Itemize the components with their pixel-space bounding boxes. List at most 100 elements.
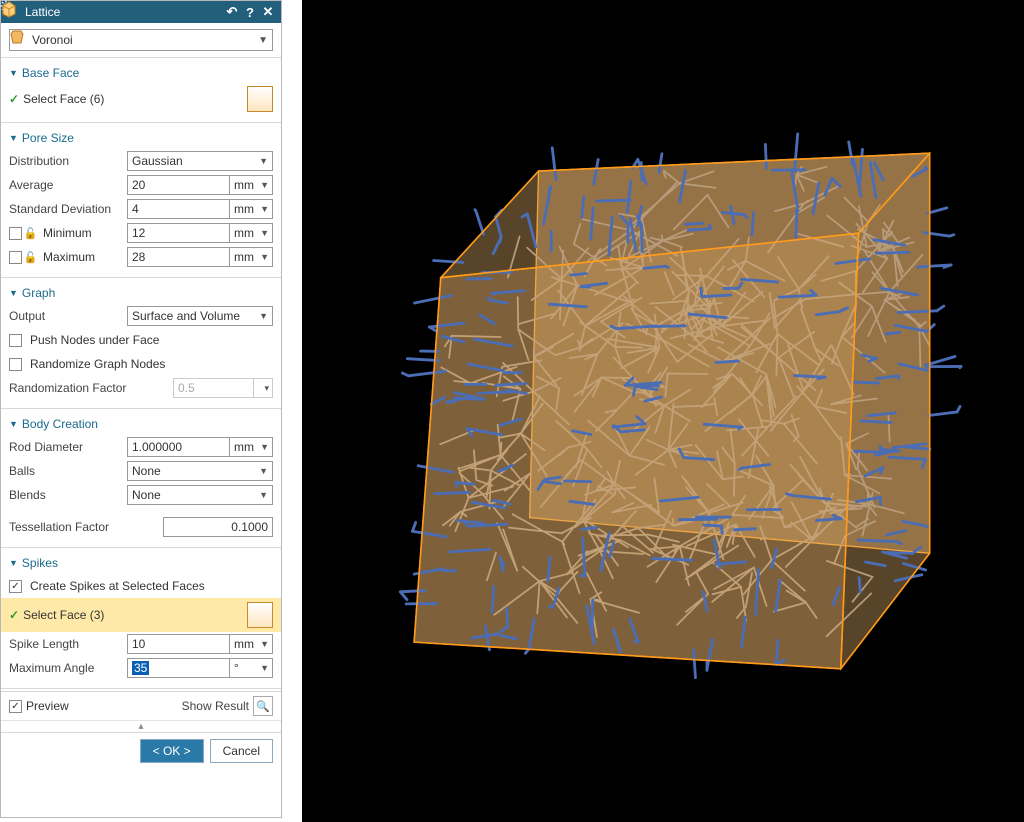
lattice-svg (343, 91, 983, 731)
rand-factor-row: Randomization Factor 0.5▾ (9, 376, 273, 400)
base-face-select-label: Select Face (6) (23, 92, 247, 106)
disclose-icon: ▼ (9, 288, 18, 298)
chevron-down-icon: ▼ (259, 490, 268, 500)
average-unit-select[interactable]: mm▼ (229, 175, 273, 195)
chevron-down-icon: ▼ (260, 204, 269, 214)
output-select[interactable]: Surface and Volume▼ (127, 306, 273, 326)
disclose-icon: ▼ (9, 558, 18, 568)
select-face-button[interactable] (247, 86, 273, 112)
chevron-down-icon: ▼ (260, 442, 269, 452)
disclose-icon: ▼ (9, 68, 18, 78)
preview-checkbox[interactable]: ✓ (9, 700, 22, 713)
average-label: Average (9, 178, 123, 192)
push-nodes-row: Push Nodes under Face (9, 328, 273, 352)
maximum-input[interactable]: 28 (127, 247, 229, 267)
section-graph: ▼Graph Output Surface and Volume▼ Push N… (1, 278, 281, 409)
create-spikes-checkbox[interactable]: ✓ (9, 580, 22, 593)
blends-select[interactable]: None▼ (127, 485, 273, 505)
minimum-checkbox[interactable] (9, 227, 22, 240)
base-face-select-row: ✓ Select Face (6) (9, 84, 273, 114)
section-base-face: ▼Base Face ✓ Select Face (6) (1, 58, 281, 123)
footer-row: ✓ Preview Show Result 🔍 (1, 691, 281, 720)
close-icon[interactable]: ✕ (259, 4, 277, 20)
spikes-select-face-highlight: ✓ Select Face (3) (1, 598, 281, 632)
stddev-unit-select[interactable]: mm▼ (229, 199, 273, 219)
minimum-label: Minimum (43, 226, 92, 240)
distribution-select[interactable]: Gaussian▼ (127, 151, 273, 171)
section-pore-size: ▼Pore Size Distribution Gaussian▼ Averag… (1, 123, 281, 278)
maximum-checkbox[interactable] (9, 251, 22, 264)
chevron-down-icon: ▼ (259, 156, 268, 166)
rand-factor-label: Randomization Factor (9, 381, 169, 395)
preview-label: Preview (26, 699, 69, 713)
tessellation-label: Tessellation Factor (9, 520, 159, 534)
help-icon[interactable]: ? (241, 5, 259, 20)
chevron-down-icon: ▼ (260, 252, 269, 262)
disclose-icon: ▼ (9, 133, 18, 143)
output-label: Output (9, 309, 123, 323)
rand-factor-input: 0.5 (173, 378, 253, 398)
graph-header[interactable]: ▼Graph (9, 282, 273, 304)
check-icon: ✓ (9, 92, 19, 106)
minimum-unit-select[interactable]: mm▼ (229, 223, 273, 243)
create-spikes-row: ✓ Create Spikes at Selected Faces (9, 574, 273, 598)
chevron-down-icon: ▼ (260, 180, 269, 190)
lock-icon[interactable]: 🔓 (24, 251, 37, 264)
max-angle-input[interactable]: 35 (127, 658, 229, 678)
pore-size-header[interactable]: ▼Pore Size (9, 127, 273, 149)
stddev-input[interactable]: 4 (127, 199, 229, 219)
magnifier-icon: 🔍 (253, 696, 273, 716)
minimum-input[interactable]: 12 (127, 223, 229, 243)
max-angle-row: Maximum Angle 35°▼ (9, 656, 273, 680)
chevron-down-icon: ▼ (260, 663, 269, 673)
spikes-select-face-label: Select Face (3) (23, 608, 247, 622)
spikes-select-face-button[interactable] (247, 602, 273, 628)
voronoi-icon (14, 33, 28, 47)
chevron-down-icon: ▼ (258, 35, 268, 46)
button-bar: < OK > Cancel (1, 732, 281, 769)
body-creation-header[interactable]: ▼Body Creation (9, 413, 273, 435)
viewport-3d[interactable] (302, 0, 1024, 822)
lattice-type-select[interactable]: Voronoi ▼ (9, 29, 273, 51)
lattice-type-row: Voronoi ▼ (1, 23, 281, 58)
blends-row: Blends None▼ (9, 483, 273, 507)
balls-select[interactable]: None▼ (127, 461, 273, 481)
create-spikes-label: Create Spikes at Selected Faces (30, 579, 205, 593)
cancel-button[interactable]: Cancel (210, 739, 273, 763)
base-face-header[interactable]: ▼Base Face (9, 62, 273, 84)
spike-length-input[interactable]: 10 (127, 634, 229, 654)
chevron-down-icon: ▼ (259, 466, 268, 476)
section-body-creation: ▼Body Creation Rod Diameter 1.000000mm▼ … (1, 409, 281, 548)
chevron-down-icon: ▼ (260, 228, 269, 238)
output-row: Output Surface and Volume▼ (9, 304, 273, 328)
spike-length-unit-select[interactable]: mm▼ (229, 634, 273, 654)
rod-diameter-unit-select[interactable]: mm▼ (229, 437, 273, 457)
randomize-row: Randomize Graph Nodes (9, 352, 273, 376)
max-angle-unit-select[interactable]: °▼ (229, 658, 273, 678)
voronoi-lattice-render (343, 91, 983, 731)
randomize-checkbox[interactable] (9, 358, 22, 371)
spikes-select-face-row: ✓ Select Face (3) (9, 600, 273, 630)
distribution-row: Distribution Gaussian▼ (9, 149, 273, 173)
maximum-unit-select[interactable]: mm▼ (229, 247, 273, 267)
undo-icon[interactable]: ↶ (223, 4, 241, 20)
average-input[interactable]: 20 (127, 175, 229, 195)
push-nodes-label: Push Nodes under Face (30, 333, 159, 347)
show-result-link[interactable]: Show Result 🔍 (182, 696, 273, 716)
lock-icon[interactable]: 🔓 (24, 227, 37, 240)
maximum-row: 🔓Maximum 28mm▼ (9, 245, 273, 269)
stddev-label: Standard Deviation (9, 202, 123, 216)
stddev-row: Standard Deviation 4mm▼ (9, 197, 273, 221)
collapse-handle[interactable]: ▴ (1, 720, 281, 732)
spikes-header[interactable]: ▼Spikes (9, 552, 273, 574)
push-nodes-checkbox[interactable] (9, 334, 22, 347)
panel-title: Lattice (25, 5, 223, 19)
rod-diameter-row: Rod Diameter 1.000000mm▼ (9, 435, 273, 459)
chevron-down-icon: ▼ (260, 639, 269, 649)
rod-diameter-input[interactable]: 1.000000 (127, 437, 229, 457)
ok-button[interactable]: < OK > (140, 739, 204, 763)
section-spikes: ▼Spikes ✓ Create Spikes at Selected Face… (1, 548, 281, 689)
randomize-label: Randomize Graph Nodes (30, 357, 165, 371)
tessellation-input[interactable]: 0.1000 (163, 517, 273, 537)
rod-diameter-label: Rod Diameter (9, 440, 123, 454)
